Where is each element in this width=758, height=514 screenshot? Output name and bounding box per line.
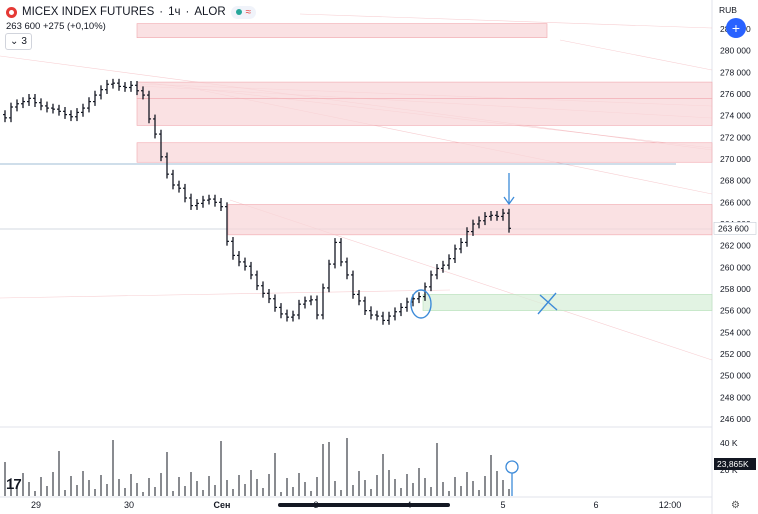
- last-volume-tag: [714, 458, 756, 470]
- symbol-name[interactable]: MICEX INDEX FUTURES: [22, 6, 155, 18]
- time-scrollbar[interactable]: [278, 503, 450, 507]
- tradingview-logo[interactable]: 17: [6, 476, 22, 493]
- time-axis-label: 12:00: [659, 500, 682, 510]
- moex-logo-icon: [6, 6, 17, 18]
- time-axis-label: Сен: [214, 500, 231, 510]
- currency-label[interactable]: RUB: [719, 5, 737, 15]
- time-axis-label: 29: [31, 500, 41, 510]
- price-axis-label: 276 000: [720, 89, 751, 99]
- separator: ·: [159, 6, 164, 18]
- last-volume-label: 23,865K: [717, 459, 749, 469]
- time-axis-label: 5: [500, 500, 505, 510]
- approx-icon: ≈: [245, 6, 252, 18]
- price-axis-label: 246 000: [720, 414, 751, 424]
- last-price-label: 263 600: [718, 223, 749, 233]
- time-axis-label: 6: [593, 500, 598, 510]
- zone-green[interactable]: [422, 294, 713, 311]
- price-axis-label: 252 000: [720, 349, 751, 359]
- circle-annotation[interactable]: [410, 289, 432, 319]
- chevron-down-icon: ⌄: [10, 36, 19, 47]
- add-button[interactable]: +: [726, 18, 746, 38]
- price-axis-label: 278 000: [720, 67, 751, 77]
- price-axis-label: 250 000: [720, 371, 751, 381]
- symbol-header: MICEX INDEX FUTURES · 1ч · ALOR ≈: [6, 4, 257, 20]
- price-axis-label: 262 000: [720, 241, 751, 251]
- zone-red[interactable]: [136, 81, 713, 99]
- volume-axis-label: 40 K: [720, 438, 738, 448]
- zone-red[interactable]: [136, 98, 713, 126]
- volume-circle-annotation[interactable]: [505, 460, 519, 474]
- status-pill[interactable]: ≈: [230, 5, 257, 19]
- legend-count: 3: [21, 36, 27, 47]
- price-axis-label: 258 000: [720, 284, 751, 294]
- price-axis-label: 280 000: [720, 46, 751, 56]
- trend-line[interactable]: [0, 289, 451, 299]
- last-price-tag: [713, 222, 757, 235]
- market-open-icon: [235, 9, 242, 15]
- last-price-line: 263 600 +275 (+0,10%): [6, 21, 106, 32]
- trend-line[interactable]: [559, 39, 713, 71]
- price-axis-label: 268 000: [720, 176, 751, 186]
- zone-red[interactable]: [136, 142, 713, 163]
- trend-line[interactable]: [299, 13, 713, 29]
- price-axis-label: 266 000: [720, 197, 751, 207]
- cross-annotation[interactable]: [539, 294, 558, 311]
- price-axis-label: 248 000: [720, 392, 751, 402]
- price-axis-label: 254 000: [720, 327, 751, 337]
- price-axis-label: 274 000: [720, 111, 751, 121]
- cross-annotation[interactable]: [537, 292, 557, 315]
- price-axis-label: 256 000: [720, 306, 751, 316]
- broker-label: ALOR: [194, 6, 226, 18]
- price-axis-label: 270 000: [720, 154, 751, 164]
- time-axis-label: 30: [124, 500, 134, 510]
- interval-label[interactable]: 1ч: [168, 6, 181, 18]
- arrow-head-icon: [503, 196, 515, 206]
- separator: ·: [185, 6, 190, 18]
- gear-icon[interactable]: ⚙: [731, 500, 740, 511]
- zone-red[interactable]: [136, 23, 548, 38]
- zone-red[interactable]: [227, 204, 713, 236]
- price-axis-label: 260 000: [720, 262, 751, 272]
- legend-toggle-button[interactable]: ⌄ 3: [5, 33, 32, 50]
- price-axis-label: 272 000: [720, 132, 751, 142]
